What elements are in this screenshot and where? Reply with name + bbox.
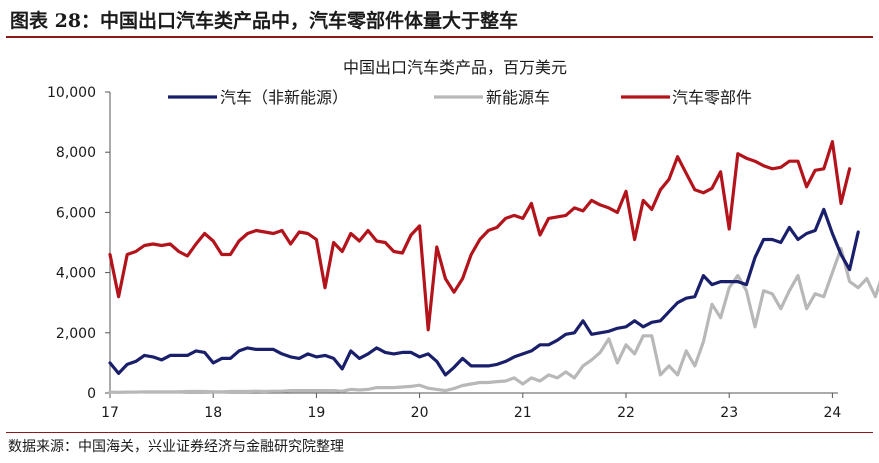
- x-tick-label: 20: [411, 405, 429, 421]
- figure-source: 数据来源：中国海关，兴业证券经济与金融研究院整理: [8, 439, 344, 455]
- y-tick-label: 10,000: [47, 85, 96, 101]
- y-tick-label: 8,000: [56, 145, 96, 161]
- legend-label-vehicle: 汽车（非新能源）: [220, 88, 348, 107]
- series-line-parts: [108, 140, 852, 332]
- legend-label-nev: 新能源车: [486, 88, 550, 107]
- x-tick-label: 22: [617, 405, 635, 421]
- x-tick-label: 18: [204, 405, 222, 421]
- x-tick-label: 23: [720, 405, 738, 421]
- legend-label-parts: 汽车零部件: [672, 88, 752, 107]
- y-tick-label: 6,000: [56, 205, 96, 221]
- x-tick-label: 17: [101, 405, 119, 421]
- x-tick-label: 24: [823, 405, 841, 421]
- series-line-vehicle: [108, 207, 860, 377]
- x-tick-label: 19: [307, 405, 325, 421]
- figure-header: 图表 28：中国出口汽车类产品中，汽车零部件体量大于整车: [0, 0, 879, 38]
- x-tick-label: 21: [514, 405, 532, 421]
- series-line-nev: [108, 246, 879, 394]
- y-tick-label: 0: [87, 386, 96, 402]
- chart-title: 中国出口汽车类产品，百万美元: [343, 58, 567, 77]
- line-chart: 中国出口汽车类产品，百万美元 0 2,000 4,000 6,000 8,000 10,00…: [47, 58, 879, 421]
- source-rule: [6, 432, 873, 433]
- y-tick-label: 2,000: [56, 326, 96, 342]
- chart-area: 中国出口汽车类产品，百万美元 0 2,000 4,000 6,000 8,000 10,00…: [0, 44, 879, 432]
- title-rule: [6, 36, 873, 38]
- figure-title: 图表 28：中国出口汽车类产品中，汽车零部件体量大于整车: [10, 10, 519, 32]
- y-tick-label: 4,000: [56, 266, 96, 282]
